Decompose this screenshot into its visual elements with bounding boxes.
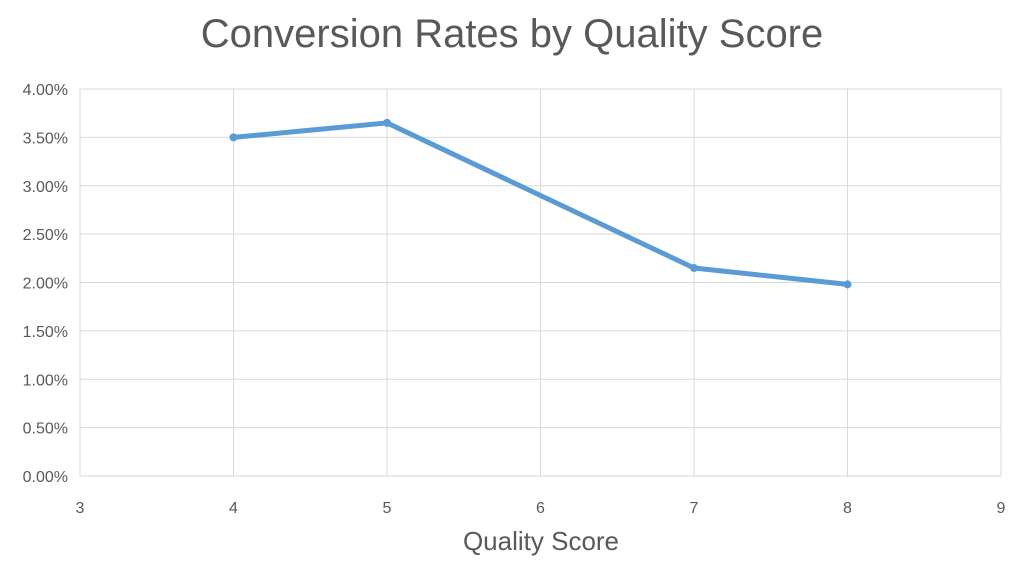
y-tick-label: 4.00%	[23, 82, 68, 99]
y-tick-label: 0.50%	[23, 421, 68, 438]
data-point	[383, 118, 391, 127]
x-tick-label: 8	[843, 500, 852, 517]
y-tick-label: 2.50%	[23, 227, 68, 244]
y-tick-label: 0.00%	[23, 469, 68, 486]
y-tick-label: 2.00%	[23, 276, 68, 293]
y-tick-label: 1.00%	[23, 372, 68, 389]
y-tick-label: 1.50%	[23, 324, 68, 341]
data-point	[843, 280, 852, 289]
y-tick-label: 3.00%	[23, 179, 68, 196]
x-tick-label: 9	[997, 500, 1006, 517]
x-tick-label: 7	[690, 500, 699, 517]
x-axis-title: Quality Score	[462, 526, 620, 556]
y-tick-label: 3.50%	[23, 130, 68, 147]
chart-title: Conversion Rates by Quality Score	[200, 12, 824, 56]
data-point	[229, 133, 238, 142]
x-tick-label: 6	[536, 500, 545, 517]
data-point	[690, 263, 698, 272]
x-tick-label: 4	[229, 500, 238, 517]
series-line	[231, 120, 850, 287]
x-tick-label: 3	[76, 500, 85, 517]
x-tick-label: 5	[383, 500, 392, 517]
